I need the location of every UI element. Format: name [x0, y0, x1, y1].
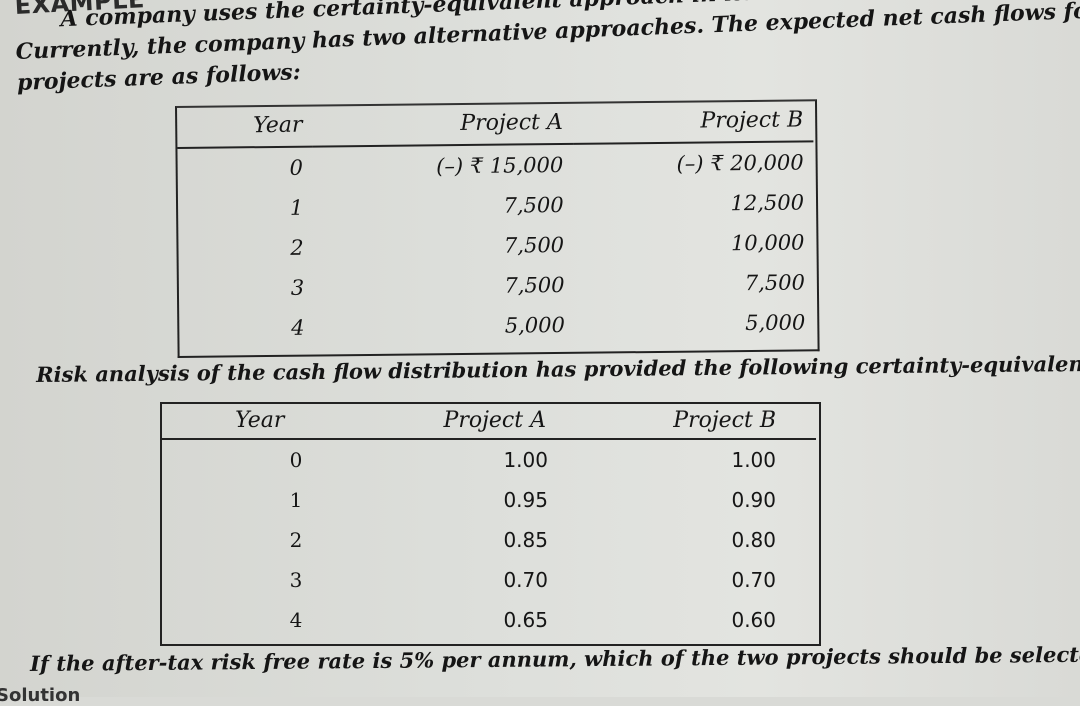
question-text: If the after-tax risk free rate is 5% pe…	[30, 641, 1080, 676]
project-a-cell: 0.85	[503, 528, 548, 552]
project-a-cell: 7,500	[503, 192, 564, 218]
project-b-cell: 7,500	[744, 270, 806, 296]
project-a-cell: 0.70	[503, 568, 548, 592]
project-a-cell: 5,000	[504, 312, 566, 338]
table-row: 4 0.65 0.60	[162, 600, 816, 640]
project-b-cell: 0.70	[731, 568, 776, 592]
table-header-row: Year Project A Project B	[177, 98, 814, 148]
column-header-project-a: Project A	[314, 402, 558, 440]
project-b-cell: 5,000	[745, 310, 806, 336]
year-cell: 3	[290, 275, 305, 300]
intro-paragraph: A company uses the certainty-equivalent …	[14, 0, 1080, 99]
column-header-project-b: Project B	[572, 98, 814, 144]
year-cell: 4	[291, 315, 305, 340]
project-b-cell: 1.00	[731, 448, 776, 472]
cash-flow-table: Year Project A Project B 0 (–) ₹ 15,000 …	[177, 98, 816, 349]
project-b-cell: 12,500	[730, 190, 805, 216]
certainty-equivalents-table: Year Project A Project B 0 1.00 1.00 1 0…	[162, 402, 816, 640]
project-b-cell: (–) ₹ 20,000	[676, 150, 804, 176]
table-row: 4 5,000 5,000	[179, 302, 815, 349]
table-row: 2 7,500 10,000	[178, 222, 814, 269]
year-cell: 1	[289, 488, 303, 512]
project-b-cell: 10,000	[730, 230, 805, 256]
table-row: 1 7,500 12,500	[178, 182, 814, 229]
year-cell: 2	[290, 235, 304, 260]
project-a-cell: 0.95	[503, 488, 548, 512]
column-header-year: Year	[177, 103, 313, 148]
project-b-cell: 0.60	[731, 608, 776, 632]
column-header-year: Year	[162, 402, 315, 440]
table-row: 3 7,500 7,500	[179, 262, 815, 309]
table-row: 0 (–) ₹ 15,000 (–) ₹ 20,000	[177, 141, 813, 189]
project-a-cell: 0.65	[503, 608, 548, 632]
table-row: 0 1.00 1.00	[162, 439, 816, 480]
column-header-project-b: Project B	[557, 402, 816, 440]
project-a-cell: (–) ₹ 15,000	[436, 152, 564, 179]
column-header-project-a: Project A	[312, 100, 574, 147]
year-cell: 0	[289, 155, 303, 180]
solution-label: Solution	[0, 685, 81, 706]
table-row: 3 0.70 0.70	[162, 560, 816, 600]
certainty-equivalents-intro: Risk analysis of the cash flow distribut…	[36, 350, 1080, 387]
year-cell: 1	[289, 195, 304, 220]
project-a-cell: 7,500	[503, 232, 565, 258]
year-cell: 4	[289, 608, 303, 632]
year-cell: 3	[289, 568, 303, 592]
project-a-cell: 1.00	[503, 448, 548, 472]
year-cell: 0	[289, 448, 303, 472]
project-b-cell: 0.80	[731, 528, 776, 552]
table-row: 1 0.95 0.90	[162, 480, 816, 520]
table-row: 2 0.85 0.80	[162, 520, 816, 560]
project-b-cell: 0.90	[731, 488, 776, 512]
table-header-row: Year Project A Project B	[162, 402, 816, 440]
year-cell: 2	[289, 528, 303, 552]
project-a-cell: 7,500	[504, 272, 565, 298]
